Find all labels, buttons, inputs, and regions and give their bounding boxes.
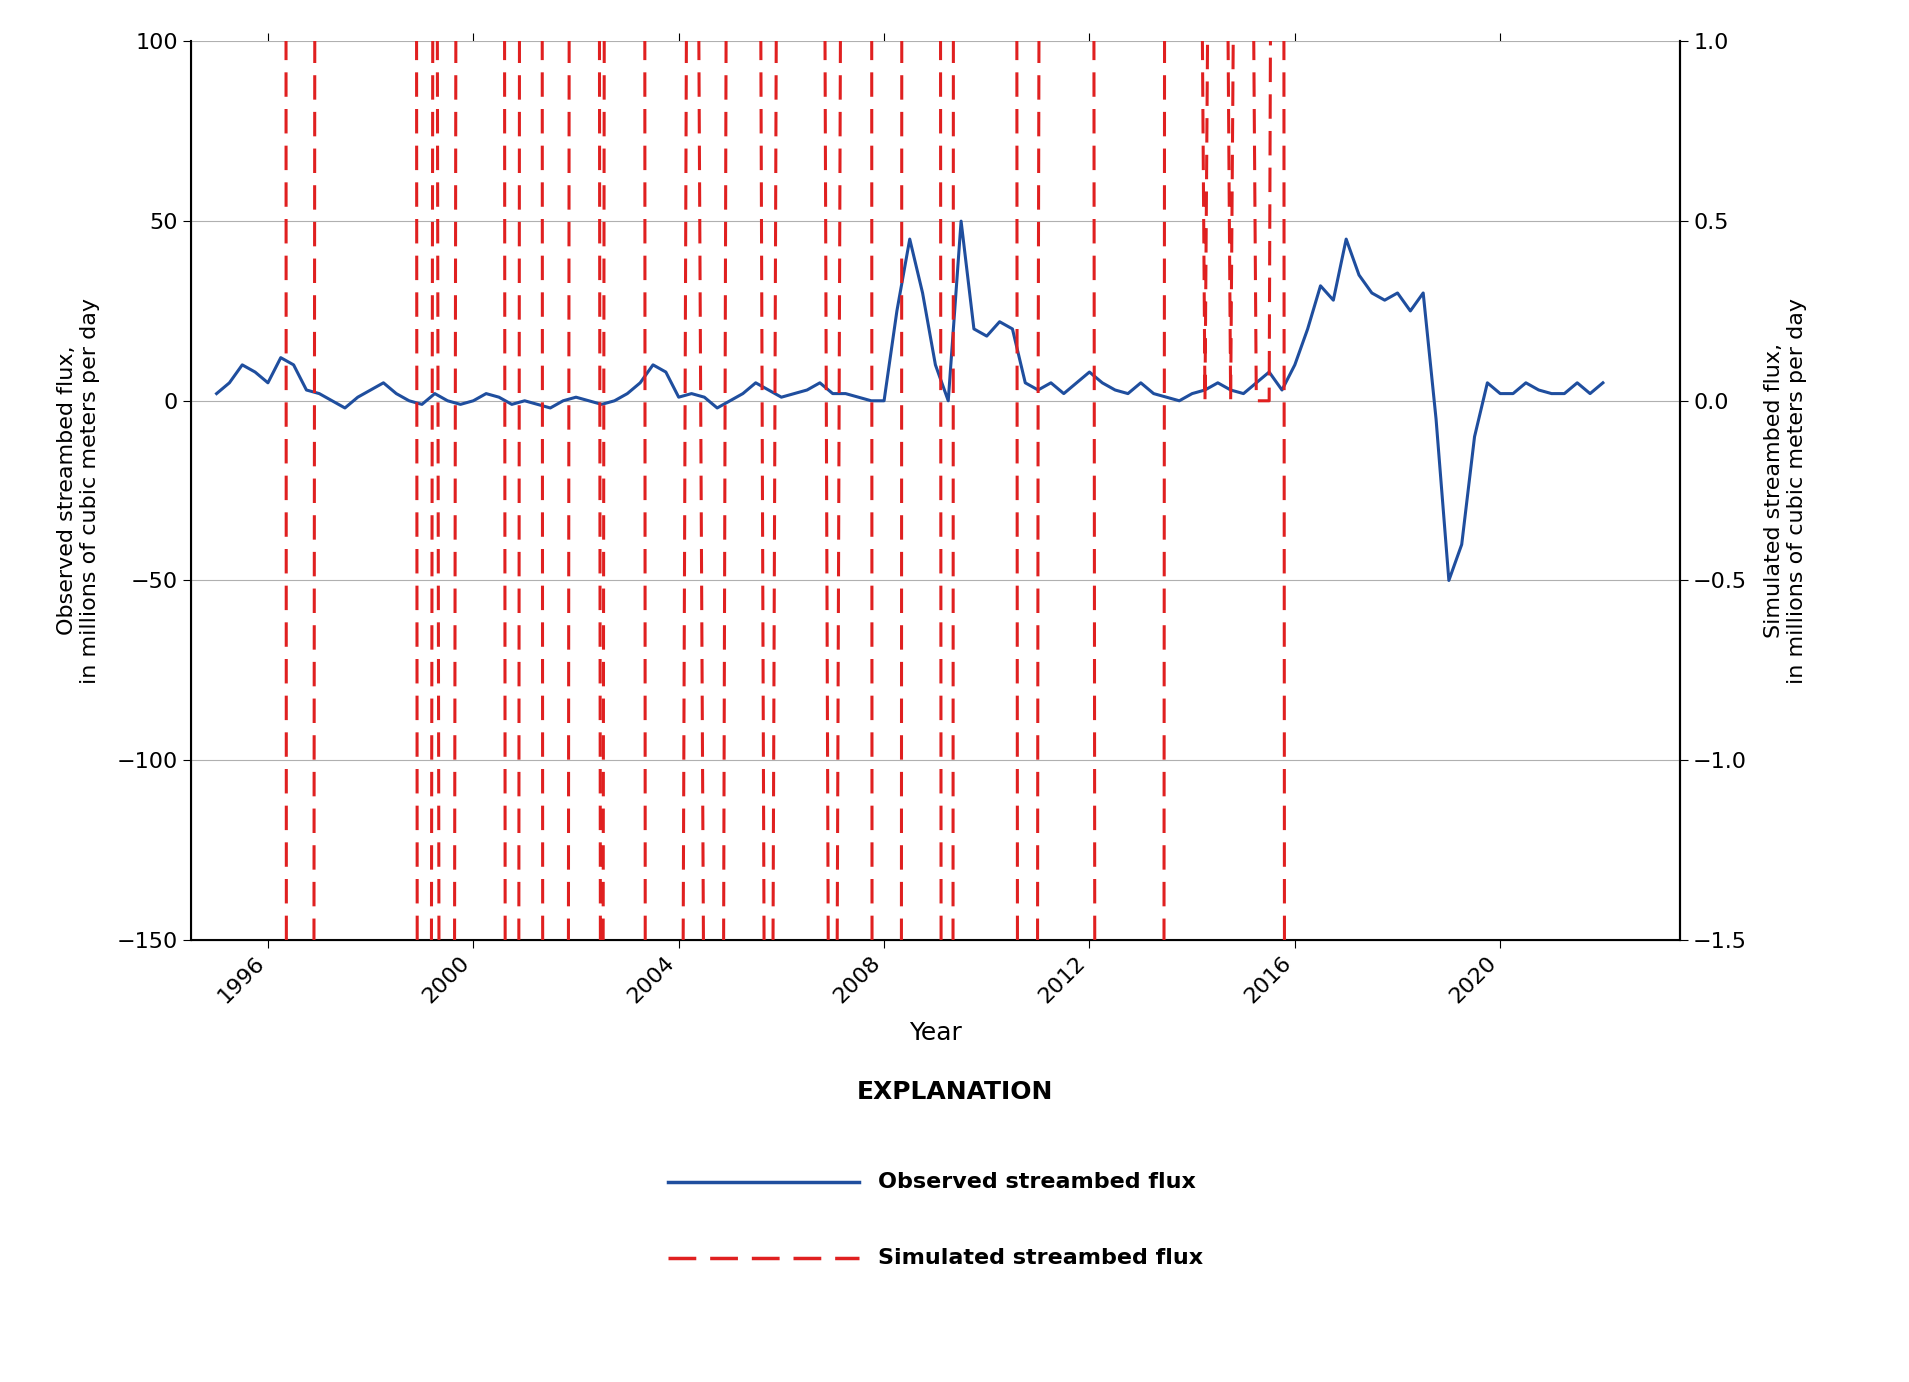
Text: EXPLANATION: EXPLANATION	[857, 1079, 1052, 1104]
Text: Observed streambed flux: Observed streambed flux	[878, 1172, 1197, 1191]
Y-axis label: Observed streambed flux,
in millions of cubic meters per day: Observed streambed flux, in millions of …	[57, 297, 99, 684]
X-axis label: Year: Year	[909, 1021, 962, 1045]
Text: Simulated streambed flux: Simulated streambed flux	[878, 1248, 1203, 1267]
Y-axis label: Simulated streambed flux,
in millions of cubic meters per day: Simulated streambed flux, in millions of…	[1764, 297, 1808, 684]
